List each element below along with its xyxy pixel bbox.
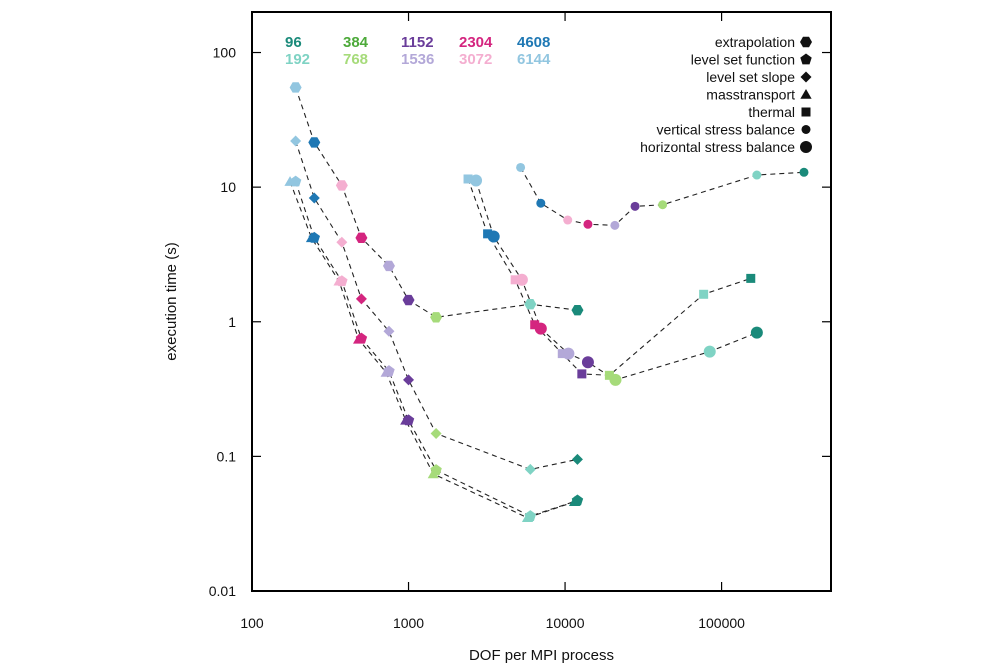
core-count-label: 1152 [401, 34, 434, 51]
legend-marker [800, 89, 812, 99]
legend-label: vertical stress balance [656, 122, 795, 138]
point-thermal [530, 320, 540, 330]
point-vertical-stress-balance [658, 200, 668, 210]
y-tick-label: 1 [228, 314, 236, 330]
legend-marker [800, 36, 812, 48]
point-extrapolation [430, 312, 443, 323]
core-count-label: 384 [343, 34, 369, 51]
point-level-set-slope [430, 427, 442, 439]
point-extrapolation [308, 137, 321, 148]
point-thermal [699, 289, 709, 299]
point-thermal [577, 369, 587, 379]
point-thermal [483, 229, 493, 239]
legend-label: extrapolation [715, 34, 795, 50]
point-masstransport [568, 496, 581, 507]
x-tick-label: 100 [240, 615, 264, 631]
legend-label: masstransport [706, 87, 795, 103]
point-masstransport [284, 176, 296, 186]
point-vertical-stress-balance [610, 220, 620, 230]
legend-label: horizontal stress balance [640, 139, 795, 155]
point-level-set-slope [383, 325, 395, 337]
y-tick-label: 0.01 [209, 583, 236, 599]
legend-marker [800, 53, 812, 65]
point-masstransport [353, 333, 365, 344]
point-level-set-slope [290, 135, 302, 147]
point-extrapolation [402, 294, 415, 306]
core-count-label: 96 [285, 34, 302, 51]
point-horizontal-stress-balance [487, 230, 500, 243]
point-thermal [463, 174, 473, 184]
point-vertical-stress-balance [563, 215, 573, 225]
core-count-label: 768 [343, 51, 368, 68]
point-extrapolation [571, 304, 584, 316]
point-horizontal-stress-balance [562, 347, 575, 360]
point-extrapolation [335, 180, 348, 191]
point-level-set-slope [336, 236, 348, 248]
core-count-label: 1536 [401, 51, 434, 68]
point-horizontal-stress-balance [750, 326, 763, 339]
y-tick-label: 0.1 [217, 448, 237, 464]
y-axis-title: execution time (s) [163, 242, 180, 360]
point-masstransport [427, 468, 439, 479]
point-horizontal-stress-balance [581, 356, 594, 369]
core-count-label: 3072 [459, 51, 492, 68]
x-tick-label: 100000 [698, 615, 745, 631]
x-axis-title: DOF per MPI process [469, 647, 614, 664]
point-vertical-stress-balance [583, 219, 593, 229]
legend-marker [800, 141, 812, 153]
point-masstransport [380, 366, 392, 377]
point-thermal [746, 273, 756, 283]
point-level-set-slope [308, 192, 320, 204]
series-markers [284, 82, 809, 523]
x-tick-label: 1000 [393, 615, 424, 631]
point-extrapolation [289, 82, 302, 93]
legend-marker [801, 107, 811, 117]
core-count-label: 4608 [517, 34, 550, 51]
core-count-label: 192 [285, 51, 310, 68]
point-level-set-slope [355, 293, 367, 305]
point-vertical-stress-balance [536, 198, 546, 208]
series-line-level-set-function [295, 181, 578, 517]
core-count-label: 2304 [459, 34, 493, 51]
point-masstransport [305, 232, 318, 243]
legend-label: level set slope [706, 69, 795, 85]
y-tick-label: 10 [220, 179, 236, 195]
point-horizontal-stress-balance [534, 322, 547, 335]
series-line-extrapolation [295, 87, 578, 318]
axis-ticks: 100 1000 10000 100000 0.01 0.1 1 10 100 [209, 12, 831, 631]
point-masstransport [521, 512, 534, 523]
point-extrapolation [524, 299, 537, 310]
point-extrapolation [355, 232, 368, 244]
point-vertical-stress-balance [516, 162, 526, 172]
point-vertical-stress-balance [752, 170, 762, 180]
legend-marker [801, 125, 811, 134]
x-tick-label: 10000 [546, 615, 585, 631]
point-horizontal-stress-balance [515, 273, 528, 286]
point-thermal [510, 275, 520, 285]
point-horizontal-stress-balance [609, 373, 622, 386]
point-masstransport [333, 275, 345, 286]
point-vertical-stress-balance [799, 167, 809, 177]
core-count-label: 6144 [517, 51, 551, 68]
point-thermal [604, 370, 614, 380]
point-masstransport [400, 414, 412, 425]
point-horizontal-stress-balance [470, 174, 483, 187]
legend-label: thermal [748, 104, 795, 120]
y-tick-label: 100 [213, 45, 237, 61]
point-horizontal-stress-balance [703, 345, 716, 358]
point-thermal [557, 349, 567, 359]
point-level-set-slope [524, 463, 536, 475]
plot-frame [251, 11, 832, 592]
point-level-set-slope [571, 453, 583, 465]
point-level-set-slope [403, 374, 415, 386]
point-vertical-stress-balance [630, 201, 640, 211]
point-extrapolation [382, 260, 395, 272]
legend-marker [800, 71, 812, 83]
legend-label: level set function [691, 52, 795, 68]
